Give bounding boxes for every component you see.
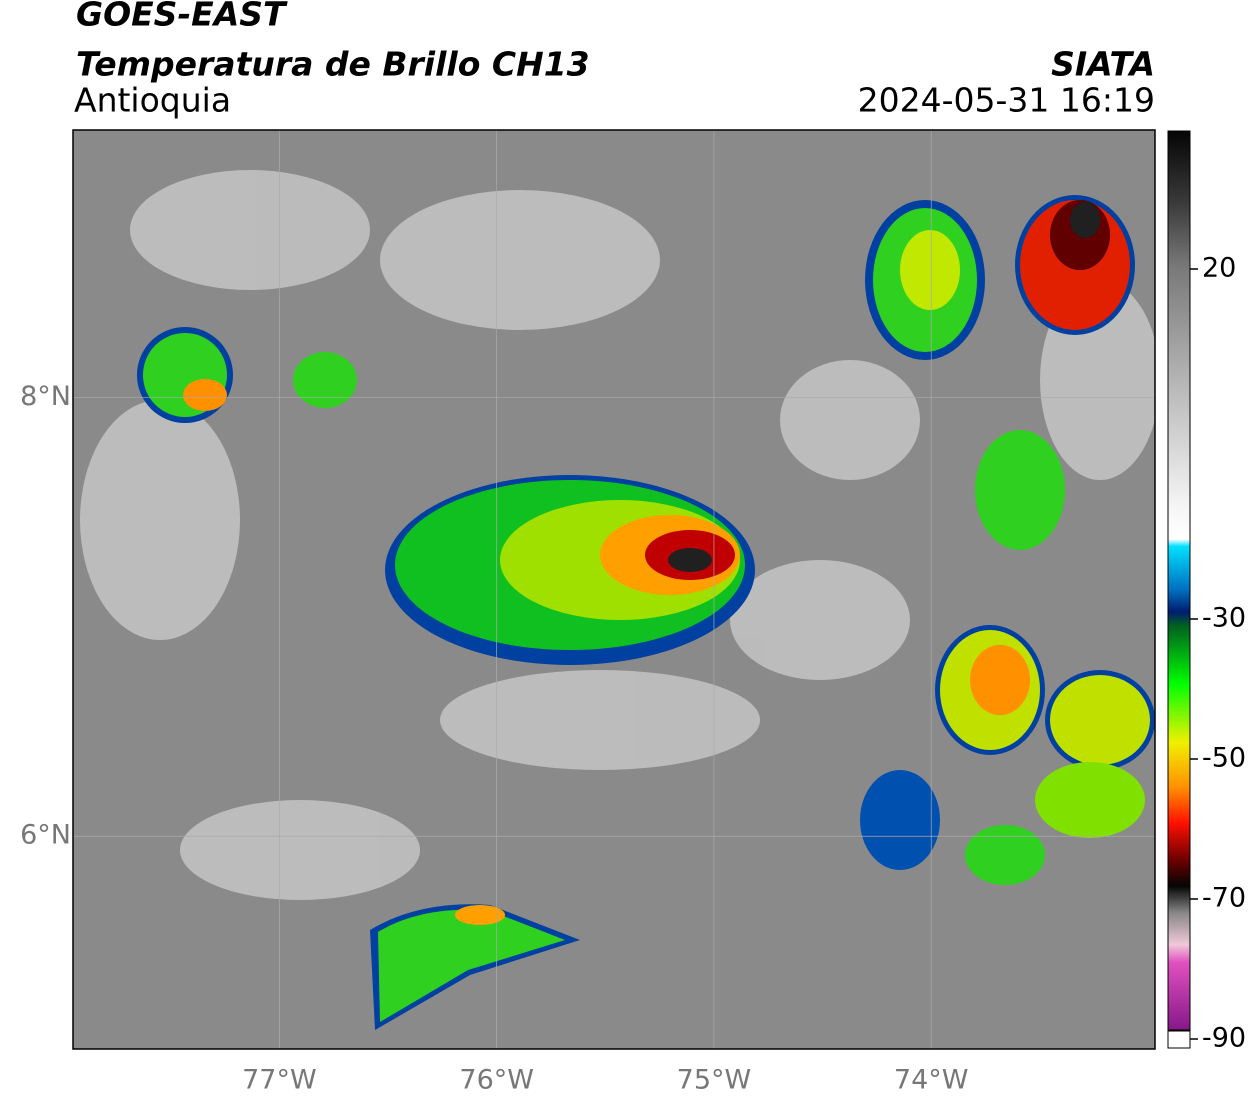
ticks: 77°W 76°W 75°W 74°W 6°N 8°N 20 -30 -50 -70 -90 xyxy=(20,253,1246,1096)
y-tick-label: 8°N xyxy=(20,381,71,412)
source: SIATA xyxy=(1051,45,1155,84)
datetime: 2024-05-31 16:19 xyxy=(858,81,1155,120)
colorbar-tick-label: -90 xyxy=(1202,1023,1246,1054)
grid xyxy=(73,130,1155,1049)
colorbar-tick-label: -30 xyxy=(1202,603,1246,634)
subtitle: Temperatura de Brillo CH13 xyxy=(76,45,590,84)
x-tick-label: 74°W xyxy=(894,1065,969,1096)
title: GOES-EAST xyxy=(76,0,288,34)
region: Antioquia xyxy=(74,81,231,120)
imagery xyxy=(73,130,1155,1049)
x-tick-label: 76°W xyxy=(459,1065,534,1096)
clouds xyxy=(80,170,1155,900)
map-frame xyxy=(72,129,1156,1050)
y-tick-label: 6°N xyxy=(20,820,71,851)
colorbar-tick-label: 20 xyxy=(1202,253,1236,284)
x-tick-label: 75°W xyxy=(677,1065,752,1096)
colorbar xyxy=(1167,130,1191,1031)
storm-cells xyxy=(137,195,1155,1030)
colorbar-tick-label: -70 xyxy=(1202,883,1246,914)
colorbar-extension xyxy=(1167,1030,1191,1049)
colorbar-tick-label: -50 xyxy=(1202,743,1246,774)
x-tick-label: 77°W xyxy=(242,1065,317,1096)
